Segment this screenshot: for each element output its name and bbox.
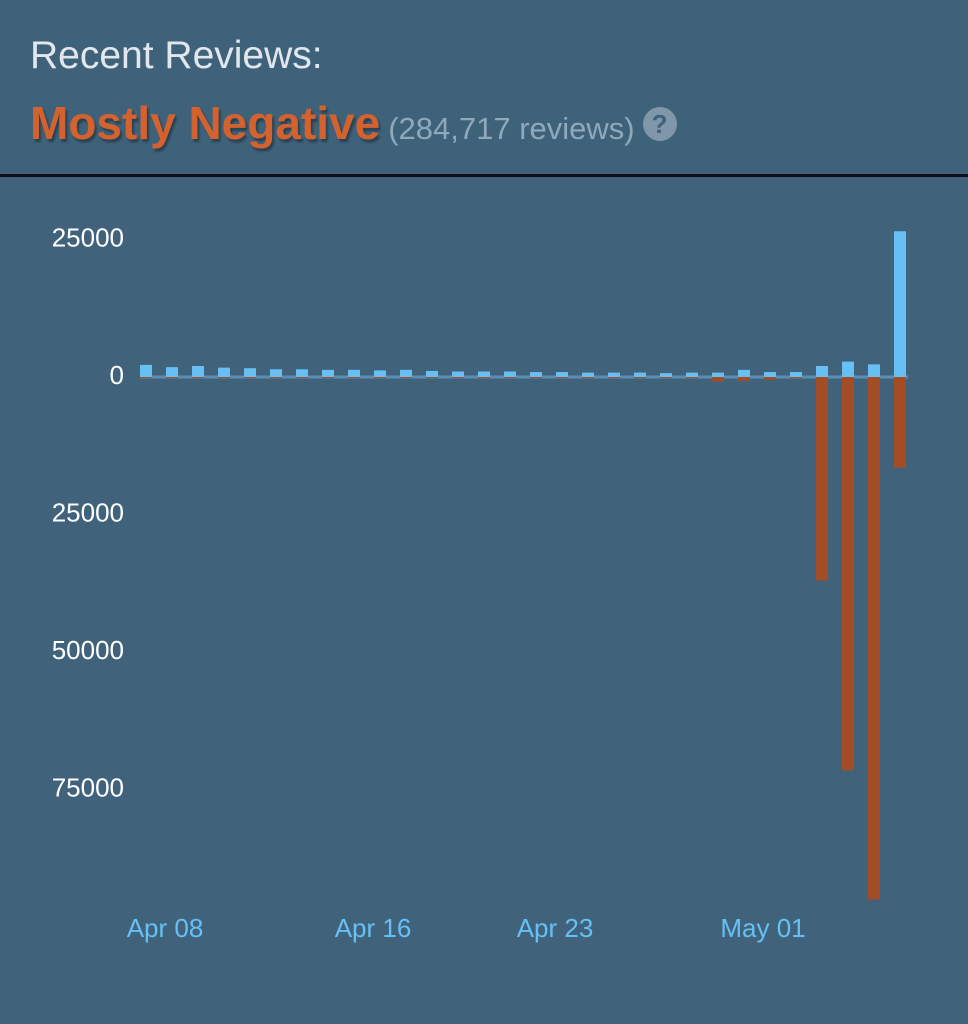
bar — [374, 377, 386, 379]
y-tick-label: 75000 — [52, 772, 124, 802]
help-icon[interactable]: ? — [642, 107, 677, 141]
x-tick-label: Apr 08 — [127, 913, 204, 943]
bar — [504, 371, 516, 377]
bar — [790, 372, 802, 377]
bar — [530, 377, 542, 379]
y-tick-label: 0 — [110, 360, 124, 390]
bar — [842, 377, 854, 771]
bar — [348, 369, 360, 377]
bar — [140, 377, 152, 379]
y-tick-label: 50000 — [52, 635, 124, 665]
bar — [686, 377, 698, 379]
bar — [374, 370, 386, 377]
bar — [582, 377, 594, 379]
bar — [348, 377, 360, 379]
bar — [270, 377, 282, 379]
bar — [608, 377, 620, 379]
summary: Mostly Negative (284,717 reviews)? — [30, 96, 677, 150]
y-tick-label: 25000 — [52, 497, 124, 527]
bar — [738, 377, 750, 381]
review-verdict: Mostly Negative — [30, 97, 381, 149]
x-tick-label: Apr 16 — [335, 913, 412, 943]
bar — [582, 372, 594, 377]
bar — [738, 369, 750, 377]
bar — [660, 377, 672, 379]
bar — [296, 369, 308, 377]
bar — [322, 369, 334, 377]
bar — [270, 369, 282, 377]
bar — [426, 370, 438, 377]
bar — [140, 364, 152, 377]
header: Recent Reviews: Mostly Negative (284,717 … — [0, 0, 968, 177]
bar — [400, 369, 412, 377]
review-count: (284,717 reviews) — [388, 111, 635, 146]
bar — [868, 377, 880, 900]
bar — [322, 377, 334, 379]
chart: 25000 0 25000 50000 75000 Apr 08 Apr 16 Apr 23 M… — [52, 222, 908, 943]
section-label: Recent Reviews: — [30, 34, 323, 77]
bar — [400, 377, 412, 379]
bar — [426, 377, 438, 379]
bar — [166, 367, 178, 377]
bar — [894, 231, 906, 377]
bar — [478, 377, 490, 379]
bar — [218, 367, 230, 377]
bar — [868, 364, 880, 377]
bar — [842, 361, 854, 377]
bar — [452, 371, 464, 377]
bar — [790, 377, 802, 379]
bar — [816, 366, 828, 377]
bar — [244, 368, 256, 377]
bar — [712, 372, 724, 377]
bar — [556, 377, 568, 379]
bar — [816, 377, 828, 581]
bar — [608, 372, 620, 377]
bar — [712, 377, 724, 382]
bar — [894, 377, 906, 468]
bar — [764, 377, 776, 380]
bar — [296, 377, 308, 379]
y-tick-label: 25000 — [52, 222, 124, 252]
bar — [166, 377, 178, 379]
bar — [192, 366, 204, 377]
bar — [218, 377, 230, 379]
bar — [504, 377, 516, 379]
x-tick-label: May 01 — [720, 913, 805, 943]
x-tick-label: Apr 23 — [517, 913, 594, 943]
bar — [530, 372, 542, 377]
bar — [764, 372, 776, 377]
bar — [556, 372, 568, 377]
bar — [634, 377, 646, 379]
bar — [452, 377, 464, 379]
bar — [634, 372, 646, 377]
bar — [686, 372, 698, 377]
bar — [660, 373, 672, 377]
bar — [478, 371, 490, 377]
bar — [192, 377, 204, 379]
bar — [244, 377, 256, 379]
